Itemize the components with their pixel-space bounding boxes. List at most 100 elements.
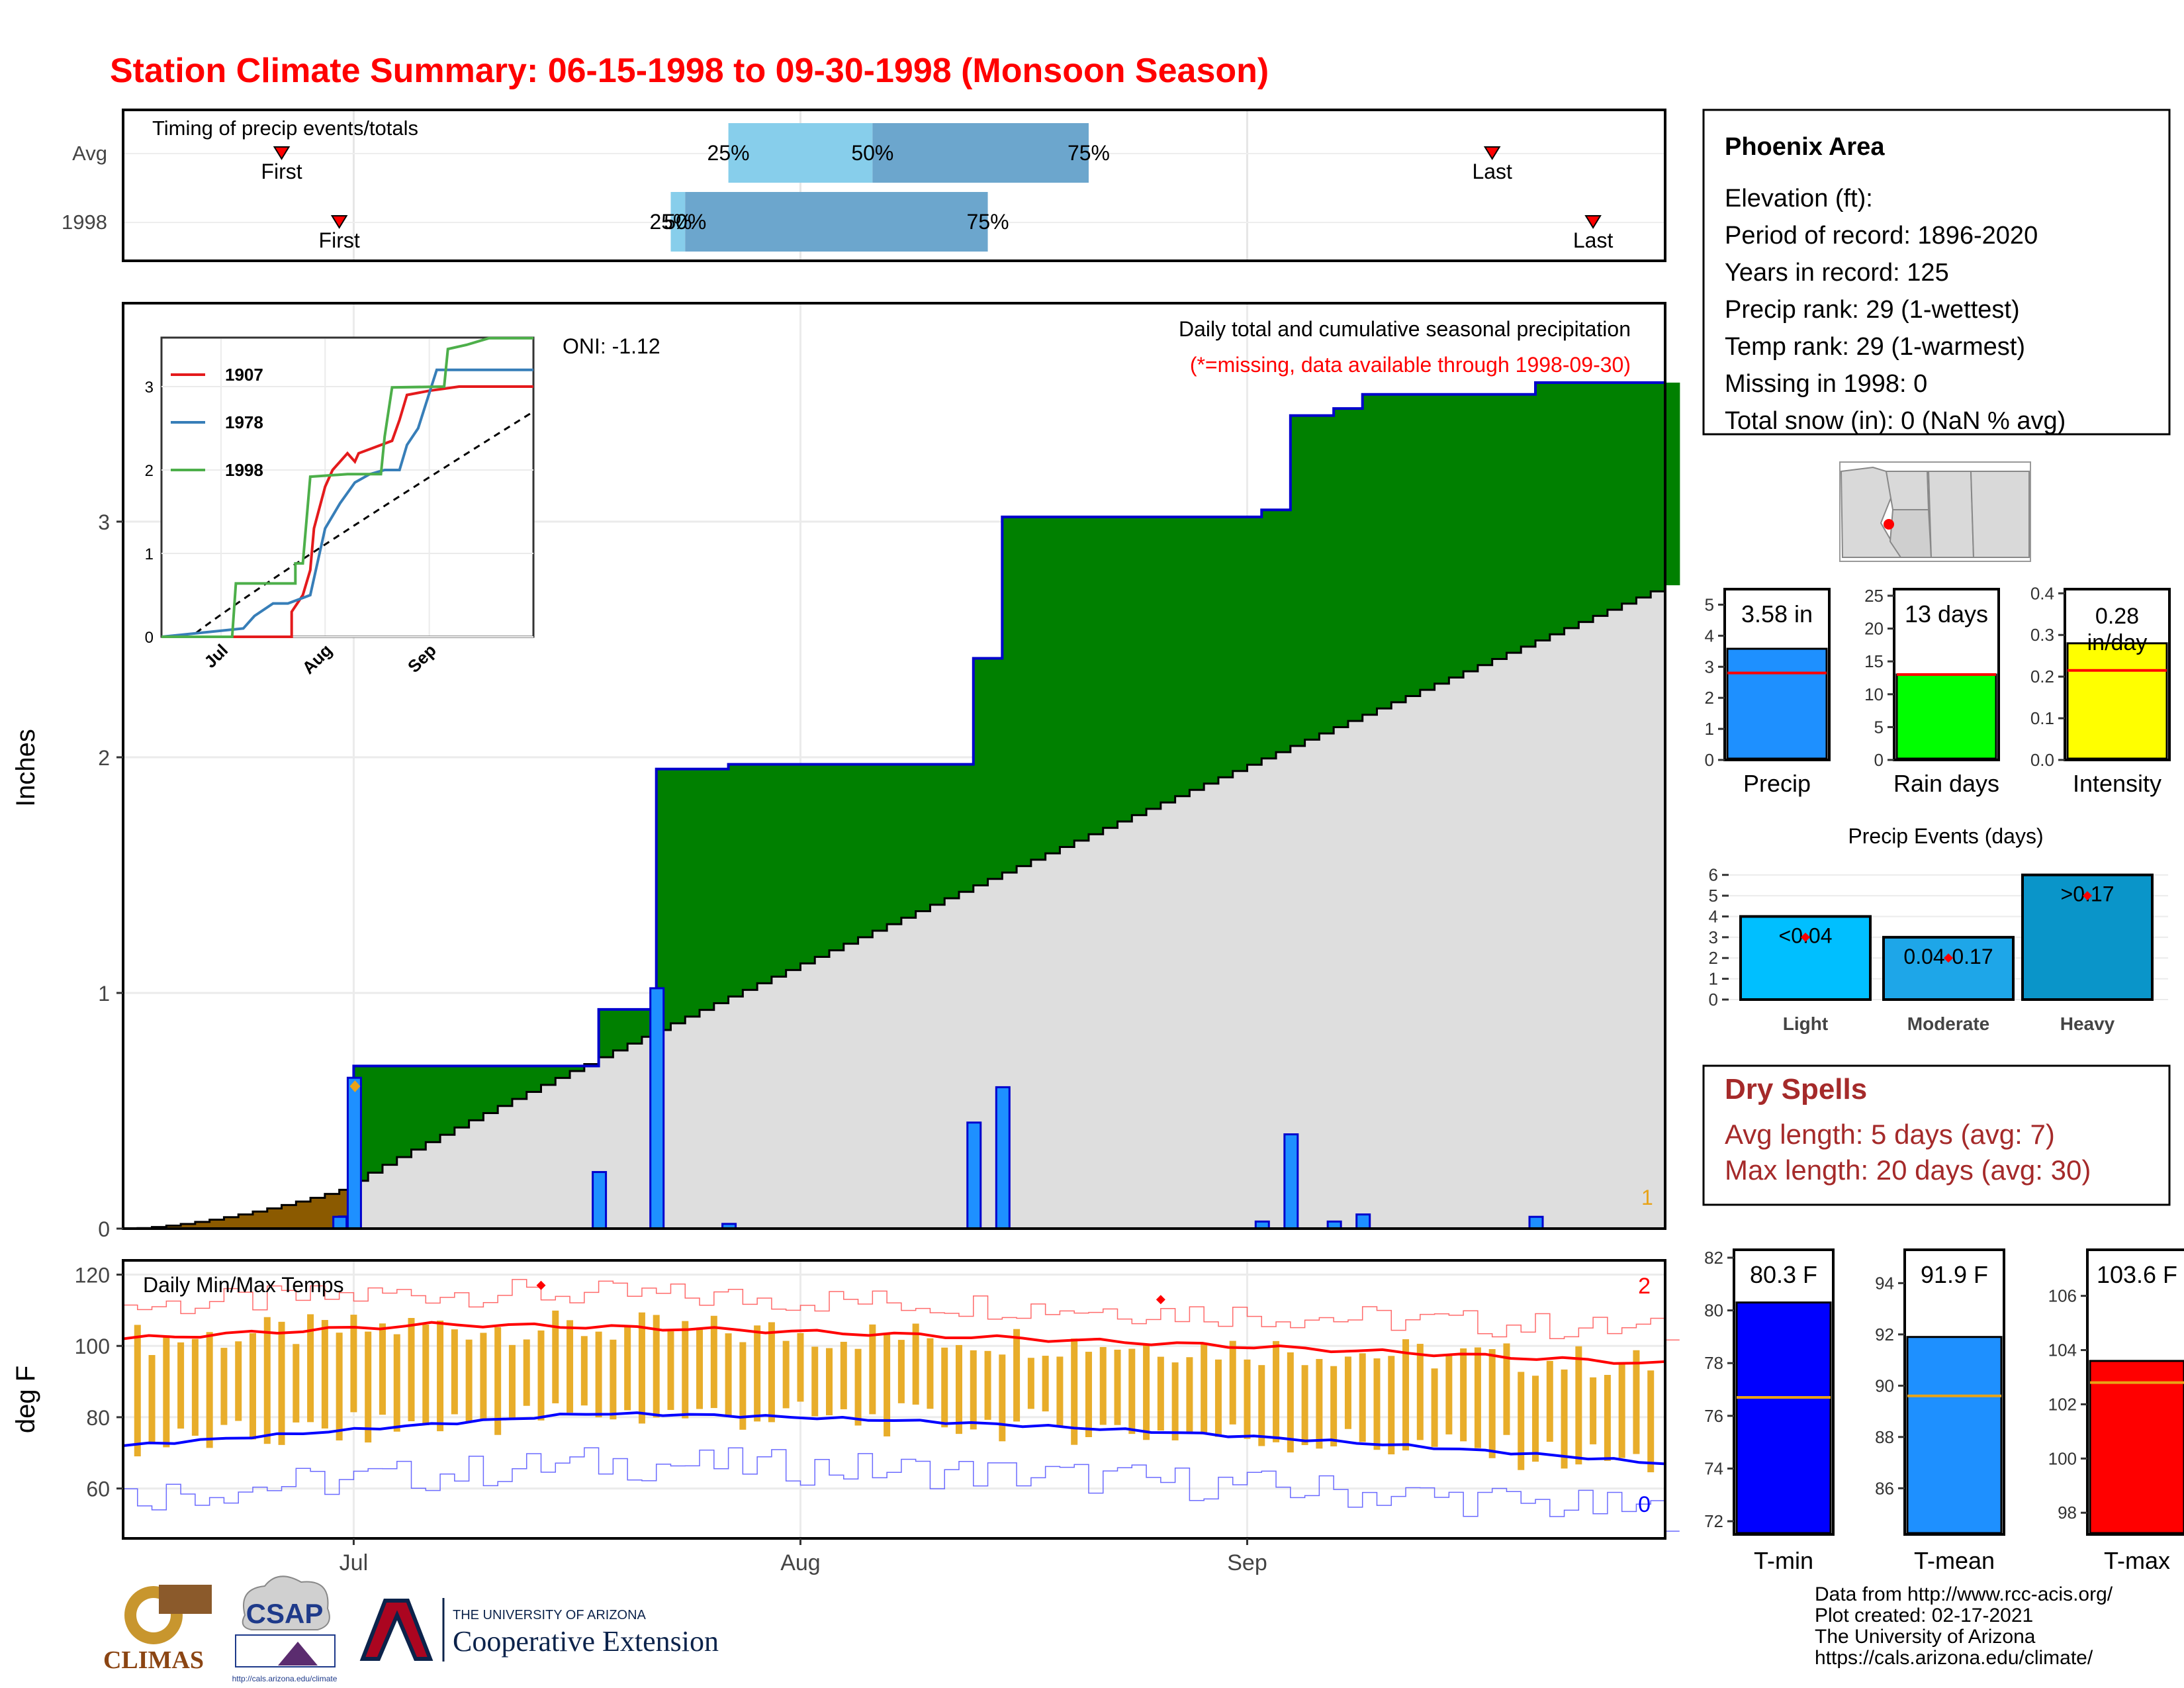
daily-temp-bar xyxy=(1171,1362,1179,1440)
temp-t-min-tick-label: 72 xyxy=(1704,1511,1723,1531)
climas-logo: CLIMAS xyxy=(103,1585,212,1674)
daily-temp-bar xyxy=(278,1321,285,1445)
temp-t-min-tick-label: 76 xyxy=(1704,1406,1723,1426)
normal-cumulative-line xyxy=(123,585,1666,1230)
temp-t-min-label: T-min xyxy=(1754,1547,1813,1574)
temp-t-max-label: T-max xyxy=(2104,1547,2170,1574)
daily-temp-bar xyxy=(869,1324,876,1415)
ua-line1: THE UNIVERSITY OF ARIZONA xyxy=(453,1608,647,1622)
daily-temp-bar xyxy=(782,1340,790,1409)
daily-precip-bar xyxy=(332,1215,348,1230)
events-bar-light xyxy=(1739,915,1872,1002)
timing-row-1998-label: 1998 xyxy=(62,211,107,234)
daily-temp-bar xyxy=(1445,1355,1453,1434)
daily-temp-bar xyxy=(1460,1348,1467,1442)
daily-temp-bar xyxy=(537,1330,545,1421)
summary-intensity-tick-label: 0.0 xyxy=(2030,750,2054,770)
daily-temp-bar xyxy=(1618,1364,1625,1458)
main-y-tick-label: 3 xyxy=(98,510,110,534)
normal-cumulative-area xyxy=(123,585,1665,1229)
station-info-line: Missing in 1998: 0 xyxy=(1725,370,1927,398)
daily-temp-bar xyxy=(422,1325,430,1425)
normal-min-line xyxy=(122,1411,1666,1466)
events-tick-label: 0 xyxy=(1709,990,1718,1009)
inset-normal-line xyxy=(161,410,534,638)
daily-temp-bar xyxy=(984,1350,991,1420)
climas-text: CLIMAS xyxy=(103,1646,204,1674)
daily-temp-bar xyxy=(710,1315,717,1409)
daily-temp-bar xyxy=(696,1327,704,1409)
daily-temp-bar xyxy=(379,1323,386,1415)
daily-temp-bar xyxy=(1330,1366,1338,1447)
daily-temp-bar xyxy=(580,1336,588,1406)
daily-temp-bar xyxy=(1590,1377,1597,1444)
summary-intensity-tick-label: 0.4 xyxy=(2030,583,2054,603)
daily-temp-bar xyxy=(451,1329,458,1415)
daily-temp-bar xyxy=(523,1339,530,1406)
timing-label: Timing of precip events/totals xyxy=(152,117,418,140)
max-record-count: 2 xyxy=(1638,1274,1651,1299)
daily-temp-bar xyxy=(307,1314,314,1423)
summary-precip-tick-label: 1 xyxy=(1705,719,1714,739)
daily-precip-bar xyxy=(995,1086,1011,1230)
footer-line: The University of Arizona xyxy=(1815,1626,2036,1648)
record-min-line xyxy=(123,1447,1680,1532)
footer-line: Data from http://www.rcc-acis.org/ xyxy=(1815,1583,2113,1605)
summary-precip-tick-label: 2 xyxy=(1705,688,1714,708)
daily-temp-bar xyxy=(1647,1370,1655,1473)
station-info-line: Period of record: 1896-2020 xyxy=(1725,222,2038,250)
temp-t-max-tick-label: 102 xyxy=(2048,1394,2077,1414)
daily-temp-bar xyxy=(1316,1358,1323,1449)
temp-t-mean-tick-label: 90 xyxy=(1875,1376,1894,1395)
timing-label-50: 50% xyxy=(664,210,706,234)
daily-temp-bar xyxy=(1042,1356,1049,1412)
daily-temp-bar xyxy=(1258,1365,1265,1446)
timing-label-25: 25% xyxy=(707,141,750,165)
daily-temp-bar xyxy=(1273,1340,1280,1442)
temp-t-mean-value-text: 91.9 F xyxy=(1921,1261,1988,1288)
summary-rain-days-tick-label: 15 xyxy=(1864,651,1884,671)
daily-temp-bar xyxy=(1128,1348,1136,1434)
daily-precip-bar xyxy=(966,1121,982,1230)
events-tick-label: 1 xyxy=(1709,969,1718,989)
daily-temp-bar xyxy=(1099,1346,1107,1425)
temp-t-max-bar xyxy=(2089,1360,2184,1534)
temp-t-min-tick-label: 74 xyxy=(1704,1458,1723,1478)
summary-intensity-value-unit: in/day xyxy=(2087,630,2148,655)
timing-label-75: 75% xyxy=(967,210,1009,234)
daily-temp-bar xyxy=(1546,1360,1553,1442)
events-tick-label: 5 xyxy=(1709,886,1718,906)
station-info-line: Elevation (ft): xyxy=(1725,185,1873,212)
summary-rain-days-tick-label: 10 xyxy=(1864,684,1884,704)
inset-legend-label: 1998 xyxy=(225,460,263,480)
temp-t-min-tick-label: 82 xyxy=(1704,1248,1723,1268)
summary-intensity-bar xyxy=(2066,642,2168,760)
daily-temp-bar xyxy=(1604,1375,1611,1461)
record-marker xyxy=(349,1080,361,1092)
summary-intensity-tick-label: 0.3 xyxy=(2030,625,2054,645)
timing-panel: Timing of precip events/totals Avg 1998 … xyxy=(62,109,1666,262)
x-tick-label: Aug xyxy=(780,1550,821,1575)
inset-legend-label: 1978 xyxy=(225,412,263,432)
summary-rain-days-bar xyxy=(1895,673,1997,760)
summary-precip-tick-label: 4 xyxy=(1705,626,1714,645)
temp-y-tick-label: 120 xyxy=(75,1264,110,1288)
timing-first-marker xyxy=(273,146,291,160)
temp-t-mean-chart: 86 88 90 92 94 91.9 F T-mean xyxy=(1875,1248,2005,1574)
station-info-line: Years in record: 125 xyxy=(1725,259,1949,287)
daily-temp-bar xyxy=(1287,1352,1294,1453)
daily-temp-bar xyxy=(1488,1349,1496,1458)
timing-bar-q50-q75 xyxy=(685,192,988,252)
daily-temp-bar xyxy=(393,1334,400,1432)
temp-t-min-chart: 72 74 76 78 80 82 80.3 F T-min xyxy=(1704,1248,1835,1574)
daily-temp-bar xyxy=(336,1333,343,1441)
daily-temp-bar xyxy=(638,1312,645,1424)
daily-temp-bar xyxy=(826,1348,833,1415)
daily-temp-bar xyxy=(1013,1329,1021,1422)
summary-rain-days-tick-label: 25 xyxy=(1864,586,1884,606)
main-y-tick-label: 2 xyxy=(98,746,110,770)
daily-precip-bar xyxy=(1283,1133,1299,1230)
temperature-panel-frame xyxy=(122,1259,1666,1540)
daily-temp-bar xyxy=(1229,1340,1236,1425)
